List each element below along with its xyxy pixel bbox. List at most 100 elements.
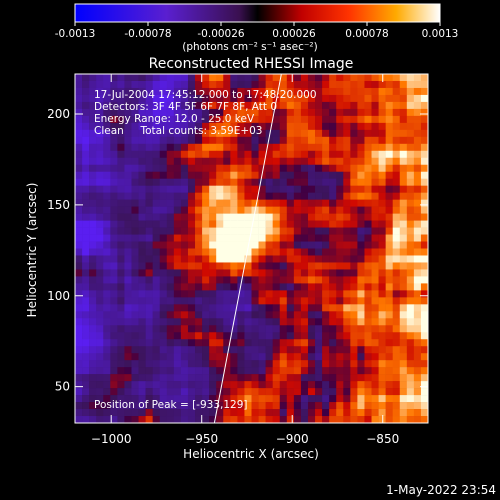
heatmap-cell xyxy=(343,339,351,347)
heatmap-cell xyxy=(152,255,161,263)
heatmap-cell xyxy=(293,129,302,138)
heatmap-cell xyxy=(209,234,217,242)
heatmap-cell xyxy=(343,199,351,207)
heatmap-cell xyxy=(329,150,337,159)
heatmap-cell xyxy=(350,353,358,361)
heatmap-cell xyxy=(315,122,323,131)
heatmap-cell xyxy=(251,241,259,249)
heatmap-cell xyxy=(272,381,281,389)
heatmap-cell xyxy=(307,178,316,186)
heatmap-cell xyxy=(103,416,111,423)
heatmap-cell xyxy=(202,346,210,354)
heatmap-cell xyxy=(251,388,259,396)
heatmap-cell xyxy=(159,213,168,221)
heatmap-cell xyxy=(385,227,393,235)
heatmap-cell xyxy=(336,122,344,131)
heatmap-cell xyxy=(244,374,252,382)
heatmap-cell xyxy=(202,94,210,103)
heatmap-cell xyxy=(293,115,302,124)
heatmap-cell xyxy=(244,80,252,89)
heatmap-cell xyxy=(279,213,288,221)
heatmap-cell xyxy=(202,360,210,368)
heatmap-cell xyxy=(173,360,182,368)
heatmap-cell xyxy=(322,283,330,291)
heatmap-cell xyxy=(145,234,153,242)
heatmap-cell xyxy=(272,122,281,131)
heatmap-cell xyxy=(89,94,97,103)
heatmap-cell xyxy=(286,409,295,417)
heatmap-cell xyxy=(216,192,224,200)
heatmap-cell xyxy=(223,381,231,389)
heatmap-cell xyxy=(364,87,372,96)
heatmap-cell xyxy=(159,374,168,382)
heatmap-cell xyxy=(286,395,295,403)
heatmap-cell xyxy=(265,290,273,298)
heatmap-cell xyxy=(279,325,288,333)
heatmap-cell xyxy=(279,122,288,131)
heatmap-cell xyxy=(96,122,104,131)
heatmap-cell xyxy=(329,108,337,117)
heatmap-cell xyxy=(75,220,83,228)
heatmap-cell xyxy=(82,311,90,319)
heatmap-cell xyxy=(223,164,231,173)
heatmap-cell xyxy=(173,339,182,347)
heatmap-cell xyxy=(75,87,83,96)
heatmap-cell xyxy=(103,395,111,403)
heatmap-cell xyxy=(230,185,238,193)
heatmap-cell xyxy=(279,374,288,382)
heatmap-cell xyxy=(406,199,415,207)
heatmap-cell xyxy=(159,94,168,103)
heatmap-cell xyxy=(216,87,224,96)
heatmap-cell xyxy=(187,402,196,410)
heatmap-cell xyxy=(131,192,139,200)
heatmap-cell xyxy=(265,248,273,256)
heatmap-cell xyxy=(350,199,358,207)
heatmap-cell xyxy=(343,213,351,221)
heatmap-cell xyxy=(300,87,309,96)
heatmap-cell xyxy=(307,416,316,423)
heatmap-cell xyxy=(371,332,379,340)
heatmap-cell xyxy=(237,388,245,396)
heatmap-cell xyxy=(138,332,146,340)
y-axis-label: Heliocentric Y (arcsec) xyxy=(25,183,39,318)
heatmap-cell xyxy=(180,374,189,382)
heatmap-cell xyxy=(272,409,281,417)
heatmap-cell xyxy=(336,199,344,207)
heatmap-cell xyxy=(385,108,393,117)
heatmap-cell xyxy=(420,381,428,389)
heatmap-cell xyxy=(322,206,330,214)
heatmap-cell xyxy=(286,269,295,277)
heatmap-cell xyxy=(258,409,266,417)
heatmap-cell xyxy=(138,74,146,82)
heatmap-cell xyxy=(187,74,196,82)
heatmap-cell xyxy=(202,409,210,417)
heatmap-cell xyxy=(385,353,393,361)
heatmap-cell xyxy=(265,374,273,382)
heatmap-cell xyxy=(96,108,104,117)
heatmap-cell xyxy=(300,374,309,382)
heatmap-cell xyxy=(96,402,104,410)
heatmap-cell xyxy=(244,234,252,242)
x-tick-label: −950 xyxy=(185,432,218,446)
heatmap-cell xyxy=(406,87,415,96)
heatmap-cell xyxy=(131,122,139,131)
heatmap-cell xyxy=(251,395,259,403)
heatmap-cell xyxy=(357,122,365,131)
heatmap-cell xyxy=(202,157,210,166)
heatmap-cell xyxy=(82,115,90,124)
heatmap-cell xyxy=(357,206,365,214)
heatmap-cell xyxy=(117,367,125,375)
heatmap-cell xyxy=(173,388,182,396)
heatmap-cell xyxy=(152,283,161,291)
heatmap-cell xyxy=(145,94,153,103)
heatmap-cell xyxy=(110,74,118,82)
colorbar-tick-label: 0.00026 xyxy=(272,28,316,40)
heatmap-cell xyxy=(124,388,132,396)
heatmap-cell xyxy=(413,136,422,145)
heatmap-cell xyxy=(124,94,132,103)
heatmap-cell xyxy=(364,339,372,347)
heatmap-cell xyxy=(322,360,330,368)
heatmap-cell xyxy=(145,339,153,347)
heatmap-cell xyxy=(145,80,153,89)
heatmap-cell xyxy=(413,185,422,193)
